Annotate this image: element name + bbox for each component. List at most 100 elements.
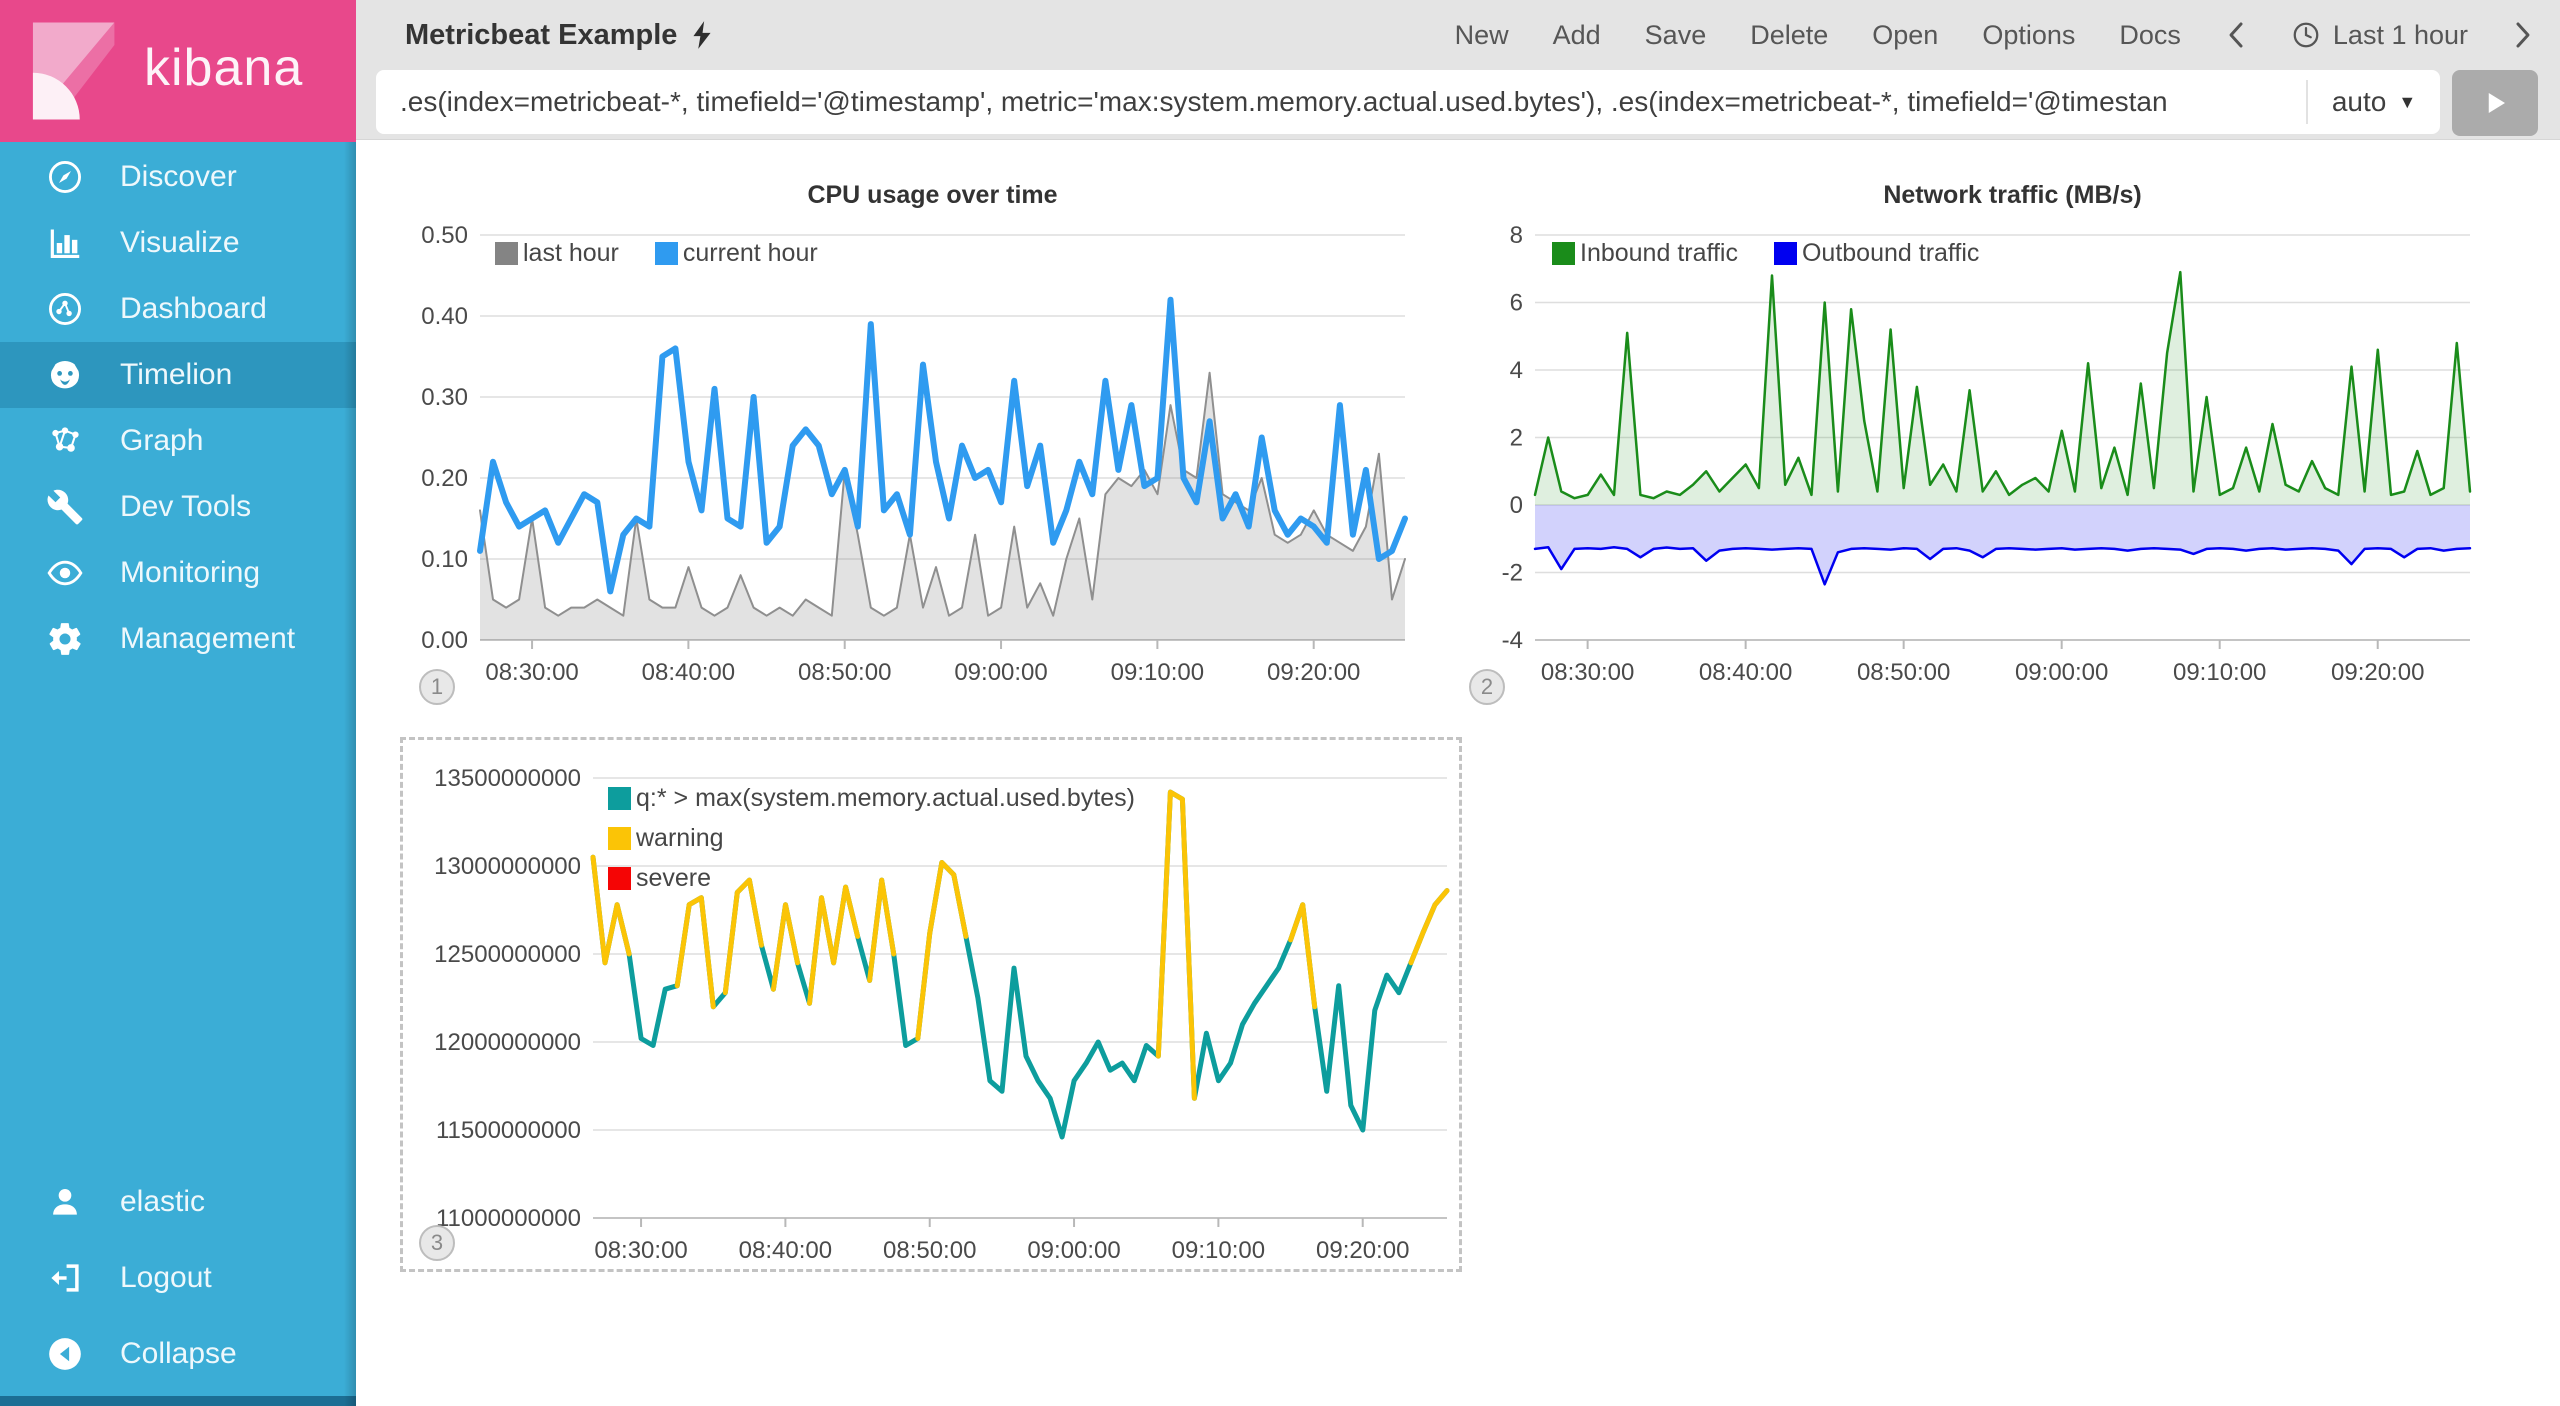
sidebar-item-label: Dev Tools: [120, 490, 251, 524]
sidebar-item-timelion[interactable]: Timelion: [0, 342, 356, 408]
svg-text:11500000000: 11500000000: [436, 1117, 581, 1144]
clock-icon: [2291, 20, 2321, 50]
kibana-logo-icon: [26, 19, 130, 123]
panel-number-badge: 3: [419, 1225, 455, 1261]
legend-item: Inbound traffic: [1552, 239, 1738, 268]
svg-text:-4: -4: [1502, 627, 1523, 654]
sidebar-item-dashboard[interactable]: Dashboard: [0, 276, 356, 342]
dashboard-gauge-icon: [46, 290, 84, 328]
interval-value: auto: [2332, 86, 2387, 118]
kibana-logo[interactable]: kibana: [0, 0, 356, 142]
sidebar-footer: elastic Logout Collapse: [0, 1164, 356, 1392]
sidebar: kibana Discover Visualize Dashboard Time…: [0, 0, 356, 1406]
kibana-app: kibana Discover Visualize Dashboard Time…: [0, 0, 2560, 1406]
legend-item: severe: [608, 864, 1135, 893]
new-button[interactable]: New: [1455, 20, 1509, 51]
legend-item: current hour: [655, 239, 818, 268]
svg-text:08:40:00: 08:40:00: [1699, 659, 1792, 686]
svg-text:0.50: 0.50: [421, 222, 468, 249]
sidebar-item-discover[interactable]: Discover: [0, 144, 356, 210]
sidebar-item-label: Visualize: [120, 226, 240, 260]
add-button[interactable]: Add: [1553, 20, 1601, 51]
sidebar-item-collapse[interactable]: Collapse: [0, 1316, 356, 1392]
legend-swatch: [608, 867, 631, 890]
panel-number-badge: 1: [419, 669, 455, 705]
legend-label: current hour: [683, 239, 818, 268]
chart-panel-memory-selected[interactable]: 1350000000013000000000125000000001200000…: [400, 737, 1462, 1272]
timepicker-button[interactable]: Last 1 hour: [2291, 20, 2468, 51]
legend-item: warning: [608, 824, 1135, 853]
svg-text:6: 6: [1510, 290, 1523, 317]
svg-text:09:10:00: 09:10:00: [1172, 1237, 1265, 1264]
sidebar-item-elastic-user[interactable]: elastic: [0, 1164, 356, 1240]
open-button[interactable]: Open: [1872, 20, 1938, 51]
svg-text:13500000000: 13500000000: [434, 765, 581, 792]
sidebar-item-management[interactable]: Management: [0, 606, 356, 672]
legend-label: warning: [636, 824, 724, 853]
run-query-button[interactable]: [2452, 70, 2538, 136]
timelion-expression-input[interactable]: [376, 70, 2306, 134]
sidebar-nav: Discover Visualize Dashboard Timelion Gr…: [0, 144, 356, 672]
timepicker-label: Last 1 hour: [2333, 20, 2468, 51]
gear-icon: [46, 620, 84, 658]
sidebar-item-monitoring[interactable]: Monitoring: [0, 540, 356, 606]
svg-text:08:30:00: 08:30:00: [594, 1237, 687, 1264]
docs-button[interactable]: Docs: [2119, 20, 2181, 51]
sidebar-item-logout[interactable]: Logout: [0, 1240, 356, 1316]
legend-swatch: [608, 787, 631, 810]
sidebar-item-label: Discover: [120, 160, 237, 194]
legend-item: q:* > max(system.memory.actual.used.byte…: [608, 784, 1135, 813]
timelion-face-icon: [46, 356, 84, 394]
page-title: Metricbeat Example: [405, 19, 715, 52]
sidebar-item-graph[interactable]: Graph: [0, 408, 356, 474]
sidebar-item-visualize[interactable]: Visualize: [0, 210, 356, 276]
delete-button[interactable]: Delete: [1750, 20, 1828, 51]
svg-text:09:20:00: 09:20:00: [2331, 659, 2424, 686]
options-button[interactable]: Options: [1982, 20, 2075, 51]
svg-text:08:30:00: 08:30:00: [485, 659, 578, 686]
legend-label: q:* > max(system.memory.actual.used.byte…: [636, 784, 1135, 813]
collapse-circle-icon: [46, 1335, 84, 1373]
svg-text:13000000000: 13000000000: [434, 853, 581, 880]
svg-text:0.10: 0.10: [421, 546, 468, 573]
interval-select[interactable]: auto ▼: [2308, 70, 2440, 134]
svg-text:09:00:00: 09:00:00: [2015, 659, 2108, 686]
topbar-actions: New Add Save Delete Open Options Docs La…: [1455, 20, 2560, 51]
wrench-icon: [46, 488, 84, 526]
svg-text:08:40:00: 08:40:00: [739, 1237, 832, 1264]
svg-text:0: 0: [1510, 492, 1523, 519]
svg-text:08:50:00: 08:50:00: [798, 659, 891, 686]
svg-text:09:20:00: 09:20:00: [1267, 659, 1360, 686]
legend-label: last hour: [523, 239, 619, 268]
legend-swatch: [655, 242, 678, 265]
timelion-query-bar: auto ▼: [376, 70, 2440, 134]
topbar-menu-row: Metricbeat Example New Add Save Delete O…: [356, 0, 2560, 70]
lightning-icon: [689, 20, 715, 50]
legend-swatch: [1552, 242, 1575, 265]
svg-text:09:10:00: 09:10:00: [2173, 659, 2266, 686]
sidebar-item-label: Collapse: [120, 1337, 237, 1371]
svg-text:0.20: 0.20: [421, 465, 468, 492]
chart-legend: last hour current hour: [495, 239, 818, 268]
sidebar-item-dev-tools[interactable]: Dev Tools: [0, 474, 356, 540]
legend-swatch: [495, 242, 518, 265]
legend-swatch: [608, 827, 631, 850]
svg-text:0.40: 0.40: [421, 303, 468, 330]
legend-label: Outbound traffic: [1802, 239, 1979, 268]
save-button[interactable]: Save: [1645, 20, 1707, 51]
chevron-right-icon[interactable]: [2512, 20, 2534, 50]
sidebar-item-label: Logout: [120, 1261, 212, 1295]
chart-panel-cpu-usage[interactable]: CPU usage over time 0.500.400.300.200.10…: [400, 165, 1465, 710]
legend-label: severe: [636, 864, 711, 893]
panel-number-badge: 2: [1469, 669, 1505, 705]
chevron-left-icon[interactable]: [2225, 20, 2247, 50]
sidebar-item-label: Monitoring: [120, 556, 260, 590]
chart-panel-network-traffic[interactable]: Network traffic (MB/s) 86420-2-408:30:00…: [1480, 165, 2545, 710]
svg-text:08:50:00: 08:50:00: [883, 1237, 976, 1264]
bar-chart-icon: [46, 224, 84, 262]
svg-text:08:50:00: 08:50:00: [1857, 659, 1950, 686]
sidebar-bottom-strip: [0, 1396, 356, 1406]
topbar: Metricbeat Example New Add Save Delete O…: [356, 0, 2560, 140]
play-icon: [2480, 88, 2510, 118]
eye-icon: [46, 554, 84, 592]
